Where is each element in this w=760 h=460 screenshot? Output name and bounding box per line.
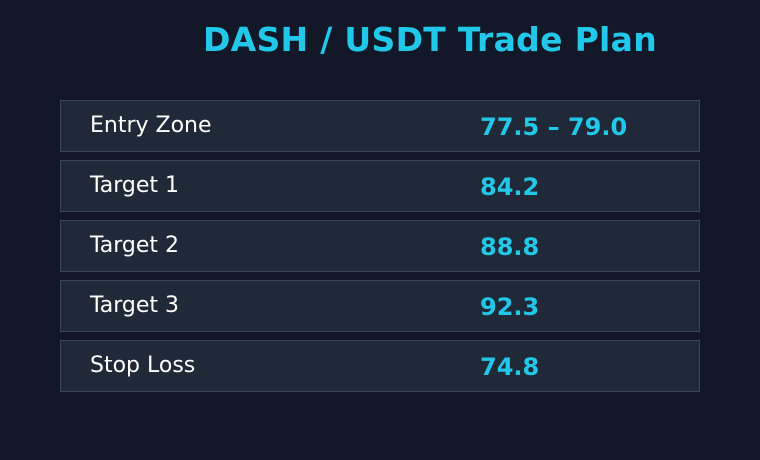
row-stop-loss: Stop Loss 74.8 [60, 340, 700, 392]
page-title: DASH / USDT Trade Plan [202, 20, 658, 59]
row-label: Stop Loss [90, 353, 196, 378]
row-value: 92.3 [480, 293, 540, 321]
row-label: Target 3 [90, 293, 180, 318]
row-value: 88.8 [480, 233, 540, 261]
row-target-1: Target 1 84.2 [60, 160, 700, 212]
row-value: 84.2 [480, 173, 540, 201]
row-target-3: Target 3 92.3 [60, 280, 700, 332]
row-value: 77.5 – 79.0 [480, 113, 628, 141]
row-label: Target 2 [90, 233, 180, 258]
row-label: Entry Zone [90, 113, 212, 138]
row-value: 74.8 [480, 353, 540, 381]
row-target-2: Target 2 88.8 [60, 220, 700, 272]
row-entry-zone: Entry Zone 77.5 – 79.0 [60, 100, 700, 152]
row-label: Target 1 [90, 173, 180, 198]
trade-plan-table: Entry Zone 77.5 – 79.0 Target 1 84.2 Tar… [60, 100, 700, 400]
